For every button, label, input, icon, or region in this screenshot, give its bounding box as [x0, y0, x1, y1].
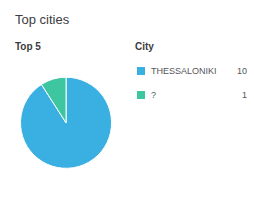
svg-text:THESSALONIKI: THESSALONIKI: [151, 66, 217, 76]
svg-text:Top 5: Top 5: [15, 41, 41, 52]
svg-text:Top cities: Top cities: [15, 12, 70, 27]
svg-text:10: 10: [237, 66, 247, 76]
svg-text:?: ?: [151, 90, 156, 100]
svg-text:1: 1: [242, 90, 247, 100]
svg-text:City: City: [135, 41, 154, 52]
